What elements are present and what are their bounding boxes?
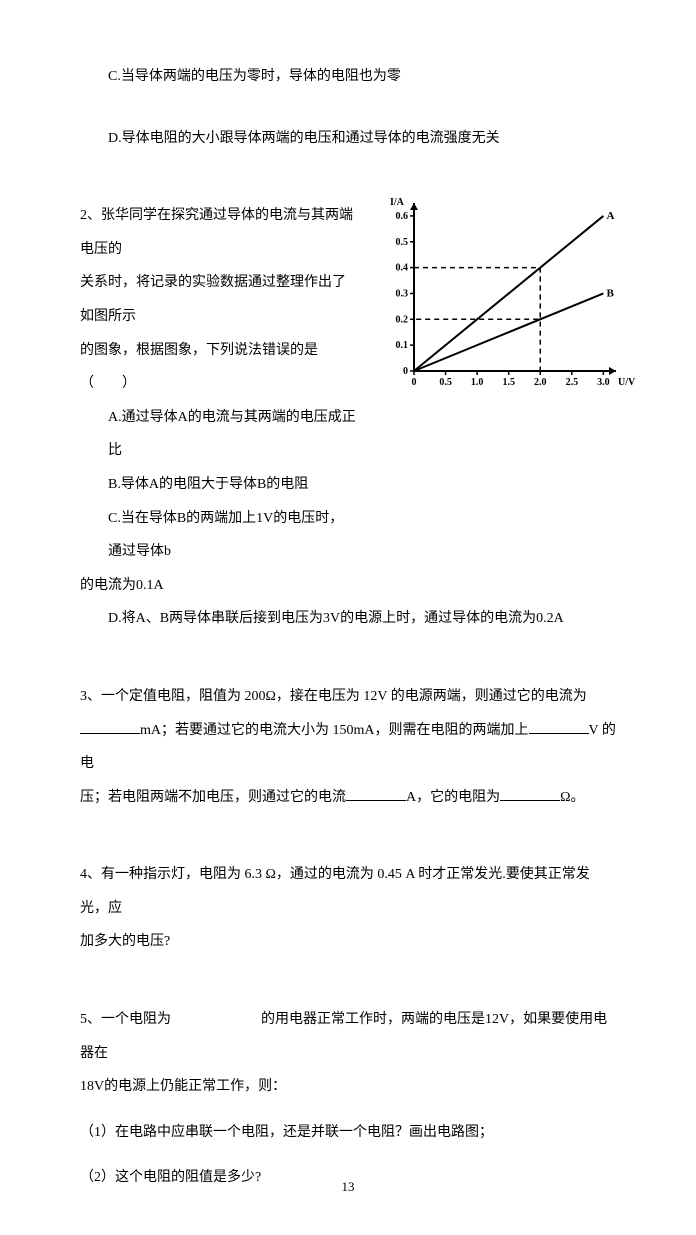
q5-l1a: 5、一个电阻为 [80,1012,171,1027]
q3-blank-3 [346,786,406,801]
question-2: 2、张华同学在探究通过导体的电流与其两端电压的 关系时，将记录的实验数据通过整理… [80,199,616,636]
q2-option-b: B.导体A的电阻大于导体B的电阻 [80,468,356,502]
q5-line1: 5、一个电阻为的用电器正常工作时，两端的电压是12V，如果要使用电器在 [80,1003,616,1070]
q4-line2: 加多大的电压? [80,925,616,959]
q2-stem-line2: 关系时，将记录的实验数据通过整理作出了如图所示 [80,266,356,333]
svg-text:1.5: 1.5 [502,377,515,388]
svg-text:B: B [607,288,615,300]
q3-blank-2 [529,719,589,734]
q3-blank-1 [80,719,140,734]
q5-sub1: （1）在电路中应串联一个电阻，还是并联一个电阻？画出电路图； [80,1116,616,1150]
q1-option-d: D.导体电阻的大小跟导体两端的电压和通过导体的电流强度无关 [80,122,616,156]
svg-text:0.2: 0.2 [396,314,409,325]
page: C.当导体两端的电压为零时，导体的电阻也为零 D.导体电阻的大小跟导体两端的电压… [0,0,696,1235]
svg-text:I/A: I/A [390,197,405,208]
q3-line1: 3、一个定值电阻，阻值为 200Ω，接在电压为 12V 的电源两端，则通过它的电… [80,680,616,714]
question-5: 5、一个电阻为的用电器正常工作时，两端的电压是12V，如果要使用电器在 18V的… [80,1003,616,1195]
q3-line2: mA；若要通过它的电流大小为 150mA，则需在电阻的两端加上V 的电 [80,714,616,781]
svg-text:0.5: 0.5 [439,377,452,388]
q3-l2a: mA；若要通过它的电流大小为 150mA，则需在电阻的两端加上 [140,723,529,738]
svg-text:0.3: 0.3 [396,289,409,300]
q4-line1: 4、有一种指示灯，电阻为 6.3 Ω，通过的电流为 0.45 A 时才正常发光.… [80,858,616,925]
iv-chart: 0 0.5 1.0 1.5 2.0 2.5 3.0 0.1 0.2 0.3 0.4 0.5 0.6 0 U/… [376,193,636,393]
svg-text:2.5: 2.5 [566,377,579,388]
svg-text:0: 0 [412,377,417,388]
q3-l3b: A，它的电阻为 [406,790,500,805]
question-3: 3、一个定值电阻，阻值为 200Ω，接在电压为 12V 的电源两端，则通过它的电… [80,680,616,814]
svg-text:A: A [607,210,615,222]
svg-text:0.6: 0.6 [396,211,409,222]
svg-text:0.5: 0.5 [396,237,409,248]
q3-l3a: 压；若电阻两端不加电压，则通过它的电流 [80,790,346,805]
q3-blank-4 [500,786,560,801]
svg-text:0.4: 0.4 [396,263,409,274]
q3-line3: 压；若电阻两端不加电压，则通过它的电流 A，它的电阻为 Ω。 [80,781,616,815]
svg-text:0.1: 0.1 [396,340,409,351]
question-4: 4、有一种指示灯，电阻为 6.3 Ω，通过的电流为 0.45 A 时才正常发光.… [80,858,616,959]
q2-option-c-line1: C.当在导体B的两端加上1V的电压时，通过导体b [80,502,356,569]
svg-text:2.0: 2.0 [534,377,547,388]
q1-option-c: C.当导体两端的电压为零时，导体的电阻也为零 [80,60,616,94]
q2-option-c-line2: 的电流为0.1A [80,569,616,603]
q5-line2: 18V的电源上仍能正常工作，则： [80,1070,616,1104]
q2-stem-line1: 2、张华同学在探究通过导体的电流与其两端电压的 [80,199,356,266]
q2-option-a: A.通过导体A的电流与其两端的电压成正比 [80,401,356,468]
q2-stem-line3: 的图象，根据图象，下列说法错误的是（ ） [80,334,356,401]
svg-text:U/V: U/V [618,377,636,388]
q2-option-d: D.将A、B两导体串联后接到电压为3V的电源上时，通过导体的电流为0.2A [80,602,616,636]
q3-l3c: Ω。 [560,790,584,805]
svg-text:3.0: 3.0 [597,377,610,388]
svg-text:0: 0 [403,366,408,377]
svg-text:1.0: 1.0 [471,377,484,388]
page-number: 13 [0,1179,696,1195]
